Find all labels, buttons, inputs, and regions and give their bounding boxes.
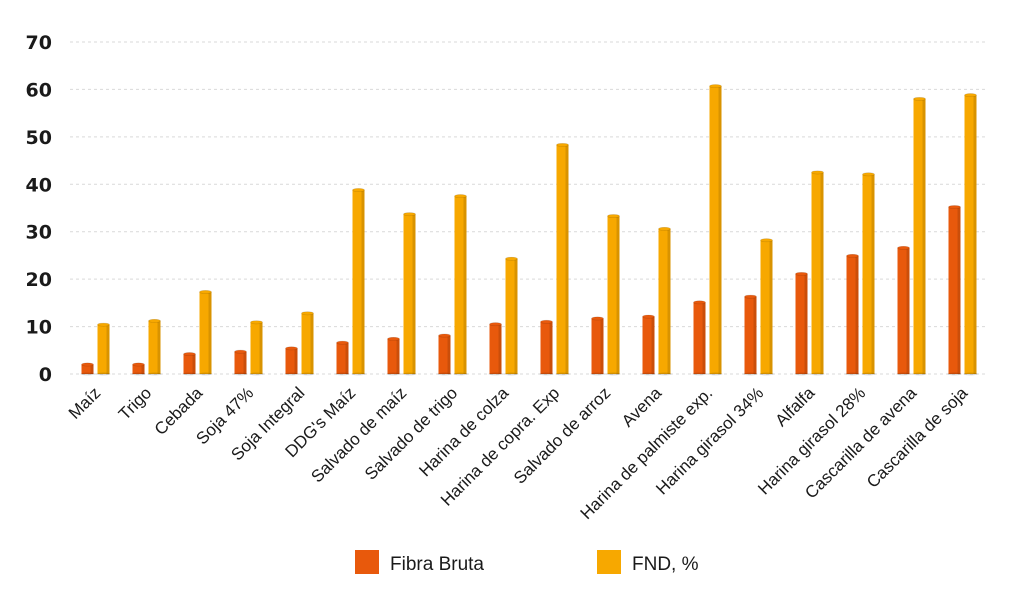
bar-fibra-bruta-salvado-de-maiz (386, 337, 401, 376)
legend-label-fnd: FND, % (632, 554, 699, 575)
bar-fibra-bruta-soja-47 (233, 349, 248, 376)
bar-fnd-harina-de-colza (504, 256, 519, 376)
bar-fibra-bruta-cascarilla-de-soja (947, 205, 962, 376)
bar-fnd-cascarilla-de-soja (963, 93, 978, 376)
bars (80, 84, 978, 376)
y-tick-label: 40 (26, 174, 52, 196)
bar-fibra-bruta-harina-de-copra-exp (539, 319, 554, 376)
bar-fibra-bruta-salvado-de-trigo (437, 333, 452, 376)
bar-fnd-soja-integral (300, 311, 315, 376)
bar-fibra-bruta-cascarilla-de-avena (896, 245, 911, 376)
x-tick-label: Alfalfa (771, 383, 818, 430)
x-tick-label: Avena (618, 383, 666, 431)
bar-fibra-bruta-soja-integral (284, 346, 299, 376)
x-tick-label: Trigo (115, 383, 155, 423)
bar-fnd-harina-de-copra-exp (555, 143, 570, 376)
legend: Fibra Bruta FND, % (355, 550, 699, 575)
bar-fibra-bruta-harina-girasol-34 (743, 294, 758, 376)
bar-fnd-cebada (198, 290, 213, 376)
bar-fnd-soja-47 (249, 320, 264, 376)
y-tick-label: 0 (39, 364, 52, 386)
bar-fnd-ddg-s-maiz (351, 188, 366, 376)
x-tick-label: Harina de colza (415, 383, 512, 480)
bar-fnd-salvado-de-arroz (606, 214, 621, 376)
bar-fibra-bruta-harina-de-palmiste-exp (692, 300, 707, 376)
bar-fibra-bruta-trigo (131, 362, 146, 376)
legend-swatch-fibra-bruta (355, 550, 379, 574)
bar-fnd-harina-girasol-34 (759, 238, 774, 376)
bar-fibra-bruta-harina-girasol-28 (845, 254, 860, 376)
legend-label-fibra-bruta: Fibra Bruta (390, 554, 484, 575)
y-tick-label: 60 (26, 79, 52, 101)
y-axis-ticks: 0 10 20 30 40 50 60 70 (26, 32, 52, 386)
bar-fnd-cascarilla-de-avena (912, 97, 927, 376)
bar-fnd-salvado-de-maiz (402, 212, 417, 376)
y-tick-label: 10 (26, 317, 52, 339)
x-tick-label: Salvado de arroz (510, 383, 614, 487)
y-tick-label: 50 (26, 127, 52, 149)
bar-fibra-bruta-cebada (182, 352, 197, 376)
legend-swatch-fnd (597, 550, 621, 574)
bar-fnd-salvado-de-trigo (453, 194, 468, 376)
bar-fibra-bruta-harina-de-colza (488, 322, 503, 376)
bar-fnd-harina-girasol-28 (861, 172, 876, 376)
bar-fibra-bruta-maiz (80, 362, 95, 376)
y-tick-label: 30 (26, 222, 52, 244)
bar-fnd-trigo (147, 318, 162, 376)
bar-fibra-bruta-alfalfa (794, 272, 809, 376)
x-tick-label: Salvado de maíz (307, 383, 410, 486)
bar-fibra-bruta-ddg-s-maiz (335, 340, 350, 376)
bar-fibra-bruta-salvado-de-arroz (590, 316, 605, 376)
x-tick-label: Maíz (65, 383, 104, 422)
bar-fnd-alfalfa (810, 170, 825, 376)
bar-fnd-maiz (96, 322, 111, 376)
y-tick-label: 20 (26, 269, 52, 291)
x-tick-label: Salvado de trigo (361, 383, 461, 483)
bar-fnd-harina-de-palmiste-exp (708, 84, 723, 376)
y-tick-label: 70 (26, 32, 52, 54)
gridlines (70, 41, 988, 375)
bar-fnd-avena (657, 226, 672, 376)
bar-fibra-bruta-avena (641, 314, 656, 376)
